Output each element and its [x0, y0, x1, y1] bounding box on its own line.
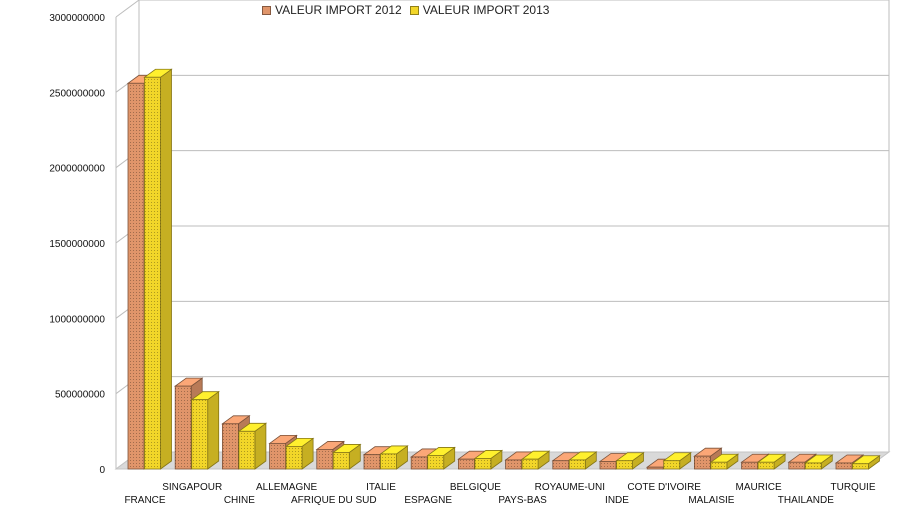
bar-2013-0[interactable] [143, 68, 173, 470]
bar-texture [741, 462, 758, 469]
bar-texture [805, 462, 822, 469]
x-category-label-15: TURQUIE [831, 482, 876, 493]
bar-2013-2[interactable] [237, 422, 268, 470]
bar-texture [552, 460, 569, 469]
legend: VALEUR IMPORT 2012 VALEUR IMPORT 2013 [262, 3, 557, 17]
bar-2013-7[interactable] [473, 449, 504, 470]
bar-2013-13[interactable] [756, 453, 787, 470]
bar-texture [222, 423, 239, 469]
bar-texture [852, 463, 869, 469]
bar-texture [427, 455, 444, 469]
bar-texture [333, 452, 350, 469]
legend-item-2013[interactable]: VALEUR IMPORT 2013 [409, 3, 550, 17]
x-category-label-1: SINGAPOUR [162, 482, 222, 493]
x-category-label-6: ESPAGNE [404, 495, 452, 506]
bar-texture [522, 459, 539, 469]
legend-label-2012: VALEUR IMPORT 2012 [275, 3, 402, 17]
bar-texture [663, 460, 680, 469]
y-tick-label-6: 3000000000 [49, 13, 105, 24]
bar-texture [286, 446, 303, 469]
bar-texture [569, 459, 586, 469]
y-tick-label-1: 500000000 [55, 390, 105, 401]
bar-texture [144, 77, 161, 470]
bar-texture [694, 456, 711, 469]
bar-2012-12[interactable] [693, 447, 723, 470]
y-tick-label-0: 0 [99, 465, 105, 476]
legend-swatch-2013 [409, 5, 419, 15]
gridline-side-6 [115, 0, 140, 18]
bar-side [160, 68, 172, 470]
bar-texture [269, 443, 286, 469]
bar-2013-12[interactable] [709, 453, 740, 470]
bar-texture [616, 460, 633, 469]
bar-texture [458, 459, 475, 469]
bar-2013-9[interactable] [568, 451, 598, 470]
bar-2013-8[interactable] [520, 450, 551, 470]
x-category-label-7: BELGIQUE [450, 482, 501, 493]
x-category-label-8: PAYS-BAS [498, 495, 547, 506]
bar-texture [788, 462, 805, 469]
x-category-label-2: CHINE [224, 495, 255, 506]
bar-texture [128, 83, 144, 469]
legend-swatch-2012 [262, 5, 271, 15]
bar-texture [411, 456, 428, 469]
y-tick-label-5: 2500000000 [49, 88, 105, 99]
bar-2013-14[interactable] [804, 454, 834, 470]
x-category-label-14: THAILANDE [778, 495, 834, 506]
x-category-label-13: MAURICE [736, 482, 782, 493]
bar-2013-4[interactable] [332, 443, 362, 470]
gridlines [115, 0, 890, 470]
y-tick-label-2: 1000000000 [49, 314, 105, 325]
x-category-label-9: ROYAUME-UNI [535, 482, 605, 493]
bar-texture [600, 461, 616, 469]
bar-texture [238, 431, 255, 469]
bar-texture [710, 462, 727, 469]
bar-2013-1[interactable] [190, 390, 220, 470]
x-category-label-3: ALLEMAGNE [256, 482, 317, 493]
bar-2013-10[interactable] [615, 451, 645, 470]
bar-2013-11[interactable] [662, 451, 692, 470]
x-category-label-5: ITALIE [366, 482, 396, 493]
y-tick-label-4: 2000000000 [49, 164, 105, 175]
bar-texture [191, 399, 208, 469]
bar-texture [758, 462, 775, 469]
bar-texture [175, 386, 192, 469]
bar-2013-15[interactable] [851, 454, 881, 470]
bar-2013-3[interactable] [284, 437, 315, 470]
bar-texture [836, 462, 852, 469]
bar-texture [474, 458, 491, 469]
y-axis-ticks: 0 500000000 1000000000 1500000000 2000000000… [49, 13, 105, 476]
x-category-label-4: AFRIQUE DU SUD [291, 495, 377, 506]
bar-texture [364, 454, 380, 469]
bar-texture [505, 459, 522, 469]
bar-2013-6[interactable] [426, 446, 456, 470]
x-category-label-10: INDE [605, 495, 629, 506]
x-category-label-11: COTE D'IVOIRE [627, 482, 701, 493]
x-category-label-0: FRANCE [124, 495, 165, 506]
bar-texture [380, 453, 397, 469]
legend-label-2013: VALEUR IMPORT 2013 [422, 3, 550, 17]
x-category-label-12: MALAISIE [688, 495, 734, 506]
bar-side [207, 390, 220, 470]
y-tick-label-3: 1500000000 [49, 239, 105, 250]
bar-2013-5[interactable] [379, 445, 409, 470]
bar-texture [647, 467, 664, 469]
bar-texture [316, 449, 333, 469]
bars [126, 68, 881, 470]
legend-item-2012[interactable]: VALEUR IMPORT 2012 [262, 3, 402, 17]
